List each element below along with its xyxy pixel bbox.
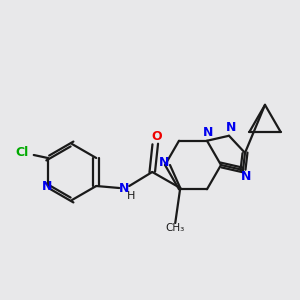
Text: N: N <box>241 170 251 184</box>
Text: H: H <box>127 191 135 201</box>
Text: N: N <box>159 155 169 169</box>
Text: CH₃: CH₃ <box>166 223 185 233</box>
Text: N: N <box>42 181 52 194</box>
Text: N: N <box>119 182 129 194</box>
Text: N: N <box>226 121 236 134</box>
Text: N: N <box>203 126 213 139</box>
Text: O: O <box>151 130 162 142</box>
Text: Cl: Cl <box>15 146 28 160</box>
